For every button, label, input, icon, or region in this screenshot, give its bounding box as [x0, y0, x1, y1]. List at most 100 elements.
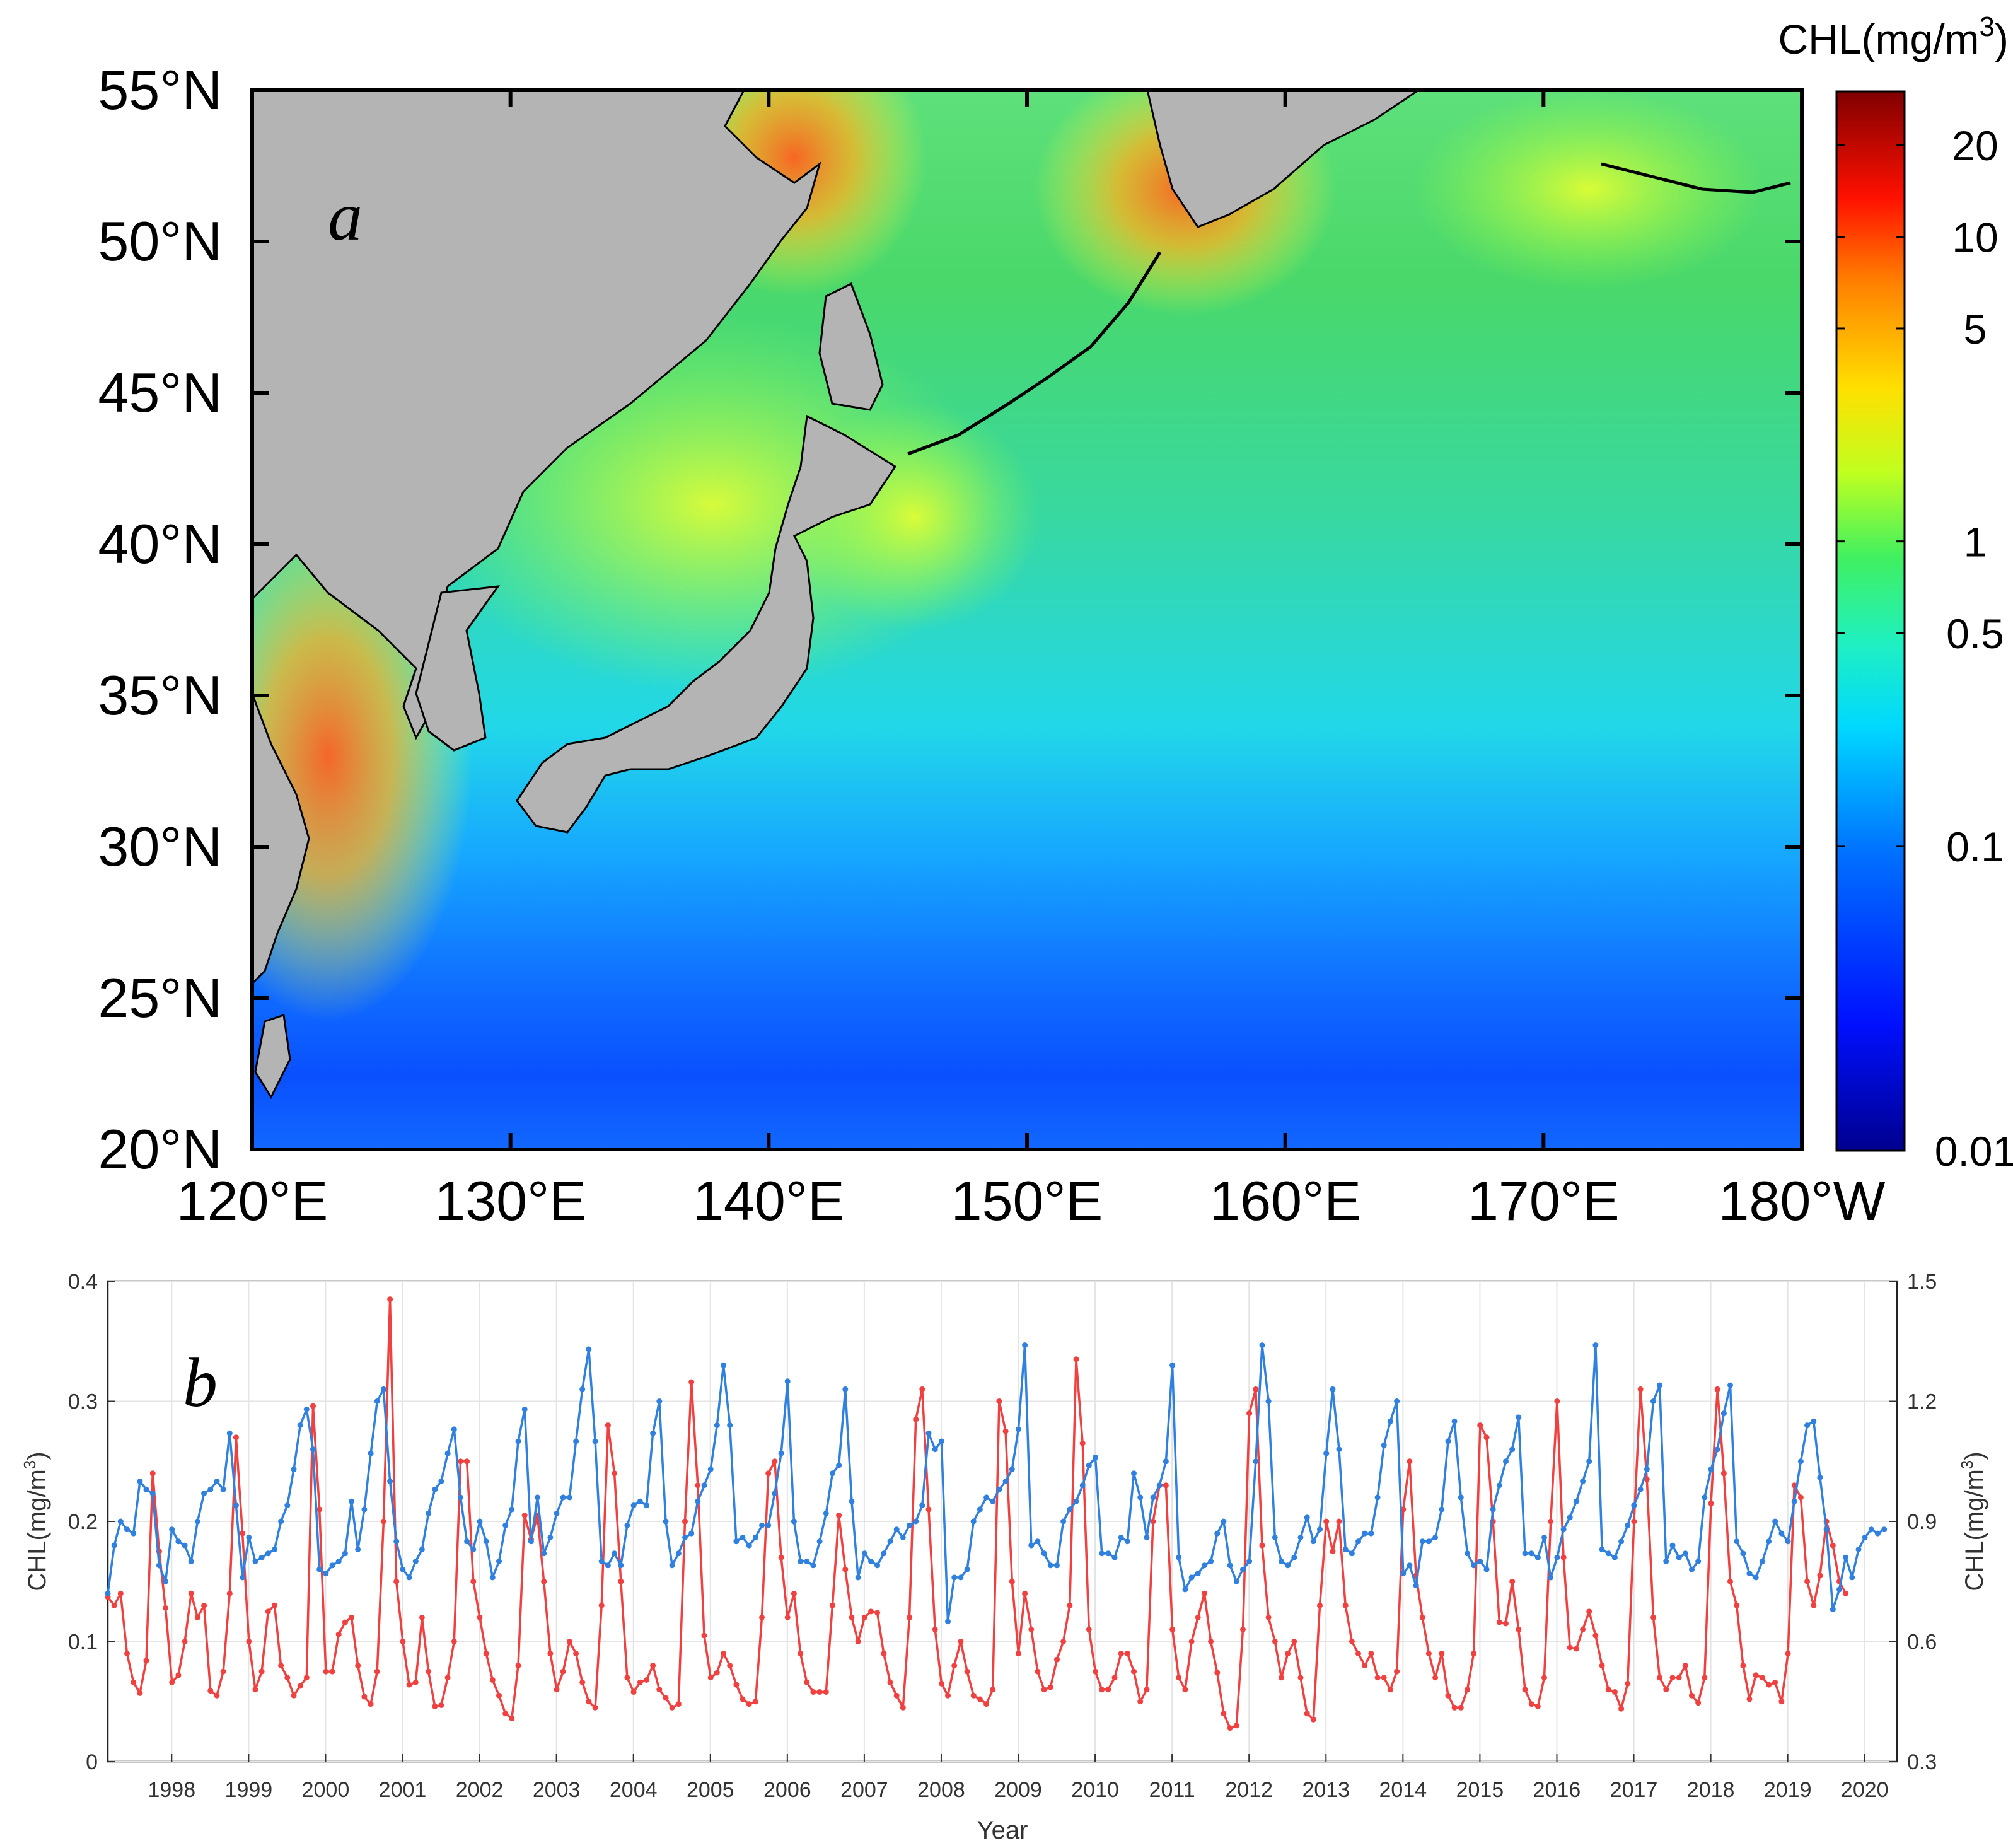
blue-data-point	[951, 1574, 958, 1581]
blue-data-point	[733, 1538, 740, 1545]
red-data-point	[1580, 1626, 1586, 1632]
red-data-point	[951, 1663, 958, 1669]
blue-data-point	[1586, 1458, 1592, 1465]
red-data-point	[509, 1715, 515, 1721]
y-tick-label-right: 0.3	[1907, 1750, 1937, 1774]
red-data-point	[1079, 1440, 1086, 1446]
blue-data-point	[1131, 1470, 1137, 1477]
y-tick-label-left: 0.1	[68, 1630, 98, 1654]
blue-data-point	[1163, 1458, 1169, 1465]
blue-data-point	[752, 1534, 758, 1540]
blue-data-point	[874, 1562, 881, 1569]
red-data-point	[117, 1590, 124, 1596]
blue-data-point	[861, 1550, 867, 1557]
y-tick-label-right: 1.5	[1907, 1270, 1937, 1294]
map-x-tick-label: 170°E	[1468, 1170, 1620, 1232]
blue-data-point	[355, 1546, 361, 1552]
blue-data-point	[182, 1542, 188, 1549]
china-coast	[252, 693, 310, 985]
blue-data-point	[656, 1398, 663, 1404]
blue-data-point	[1105, 1550, 1111, 1557]
colorbar-tick-label: 1	[1964, 519, 1987, 566]
kamchatka-peninsula	[1146, 90, 1420, 228]
blue-data-point	[970, 1518, 977, 1525]
red-data-point	[1041, 1687, 1047, 1693]
red-data-point	[1509, 1578, 1516, 1584]
red-data-point	[1362, 1663, 1368, 1669]
red-data-point	[964, 1668, 970, 1675]
blue-data-point	[1407, 1562, 1413, 1569]
blue-data-point	[470, 1546, 477, 1552]
red-data-point	[1265, 1614, 1272, 1620]
red-data-point	[240, 1530, 246, 1537]
blue-data-point	[1631, 1502, 1637, 1509]
blue-data-point	[400, 1566, 406, 1572]
red-data-point	[258, 1668, 265, 1675]
blue-data-point	[1195, 1571, 1201, 1577]
blue-data-point	[214, 1479, 220, 1484]
blue-data-point	[1201, 1562, 1207, 1569]
blue-data-point	[932, 1446, 938, 1453]
y-tick-label-right: 0.6	[1907, 1630, 1937, 1654]
blue-data-point	[1881, 1526, 1888, 1533]
red-data-point	[778, 1554, 784, 1560]
blue-data-point	[1156, 1482, 1163, 1489]
red-data-point	[624, 1675, 630, 1681]
red-data-point	[1073, 1356, 1079, 1363]
blue-data-point	[220, 1486, 226, 1492]
blue-data-point	[419, 1546, 425, 1552]
blue-data-point	[1766, 1538, 1772, 1545]
blue-data-point	[547, 1534, 554, 1540]
red-data-point	[1676, 1675, 1682, 1681]
x-tick-label: 2005	[687, 1778, 734, 1802]
red-data-point	[823, 1689, 829, 1695]
red-data-point	[1105, 1687, 1111, 1693]
blue-data-point	[579, 1386, 586, 1392]
red-data-point	[1669, 1675, 1676, 1681]
red-data-point	[1477, 1422, 1483, 1429]
red-data-point	[246, 1639, 252, 1644]
red-data-point	[393, 1578, 400, 1584]
blue-data-point	[1772, 1518, 1778, 1525]
blue-data-point	[1817, 1474, 1823, 1480]
red-data-point	[612, 1470, 618, 1477]
blue-data-point	[1002, 1479, 1009, 1484]
blue-data-point	[1445, 1438, 1451, 1444]
blue-data-point	[1182, 1586, 1188, 1593]
red-data-point	[682, 1518, 688, 1525]
red-data-point	[1047, 1684, 1053, 1690]
colorbar-tick-label: 0.5	[1946, 610, 2004, 657]
blue-data-point	[246, 1534, 252, 1540]
red-data-point	[1528, 1701, 1534, 1707]
red-data-point	[272, 1602, 277, 1608]
red-data-point	[1336, 1518, 1342, 1525]
blue-data-point	[1592, 1342, 1599, 1349]
red-data-point	[1272, 1639, 1278, 1644]
red-data-point	[752, 1699, 758, 1705]
blue-data-point	[226, 1430, 233, 1436]
blue-data-point	[1413, 1583, 1419, 1589]
red-data-point	[1208, 1639, 1214, 1644]
red-data-point	[1445, 1692, 1451, 1699]
red-data-point	[1451, 1704, 1458, 1711]
blue-data-point	[598, 1559, 605, 1564]
blue-data-point	[1567, 1514, 1573, 1521]
red-data-point	[983, 1701, 990, 1707]
blue-data-point	[131, 1530, 137, 1537]
blue-data-point	[938, 1438, 944, 1444]
red-series-line	[107, 1298, 1847, 1729]
red-data-point	[695, 1482, 701, 1489]
x-tick-label: 2013	[1302, 1778, 1350, 1802]
blue-data-point	[489, 1574, 496, 1581]
blue-data-point	[1804, 1422, 1811, 1429]
red-data-point	[644, 1677, 649, 1683]
blue-data-point	[156, 1562, 162, 1569]
x-tick-label: 2007	[840, 1778, 888, 1802]
blue-data-point	[1708, 1466, 1714, 1472]
map-panel: a 120°E 130°E 140°E 150°E 160°E 170°E 180°W 20…	[98, 11, 2013, 1232]
red-data-point	[149, 1470, 156, 1477]
red-data-point	[1297, 1675, 1304, 1681]
blue-data-point	[637, 1498, 643, 1504]
blue-data-point	[1015, 1426, 1021, 1432]
red-data-point	[502, 1711, 509, 1717]
